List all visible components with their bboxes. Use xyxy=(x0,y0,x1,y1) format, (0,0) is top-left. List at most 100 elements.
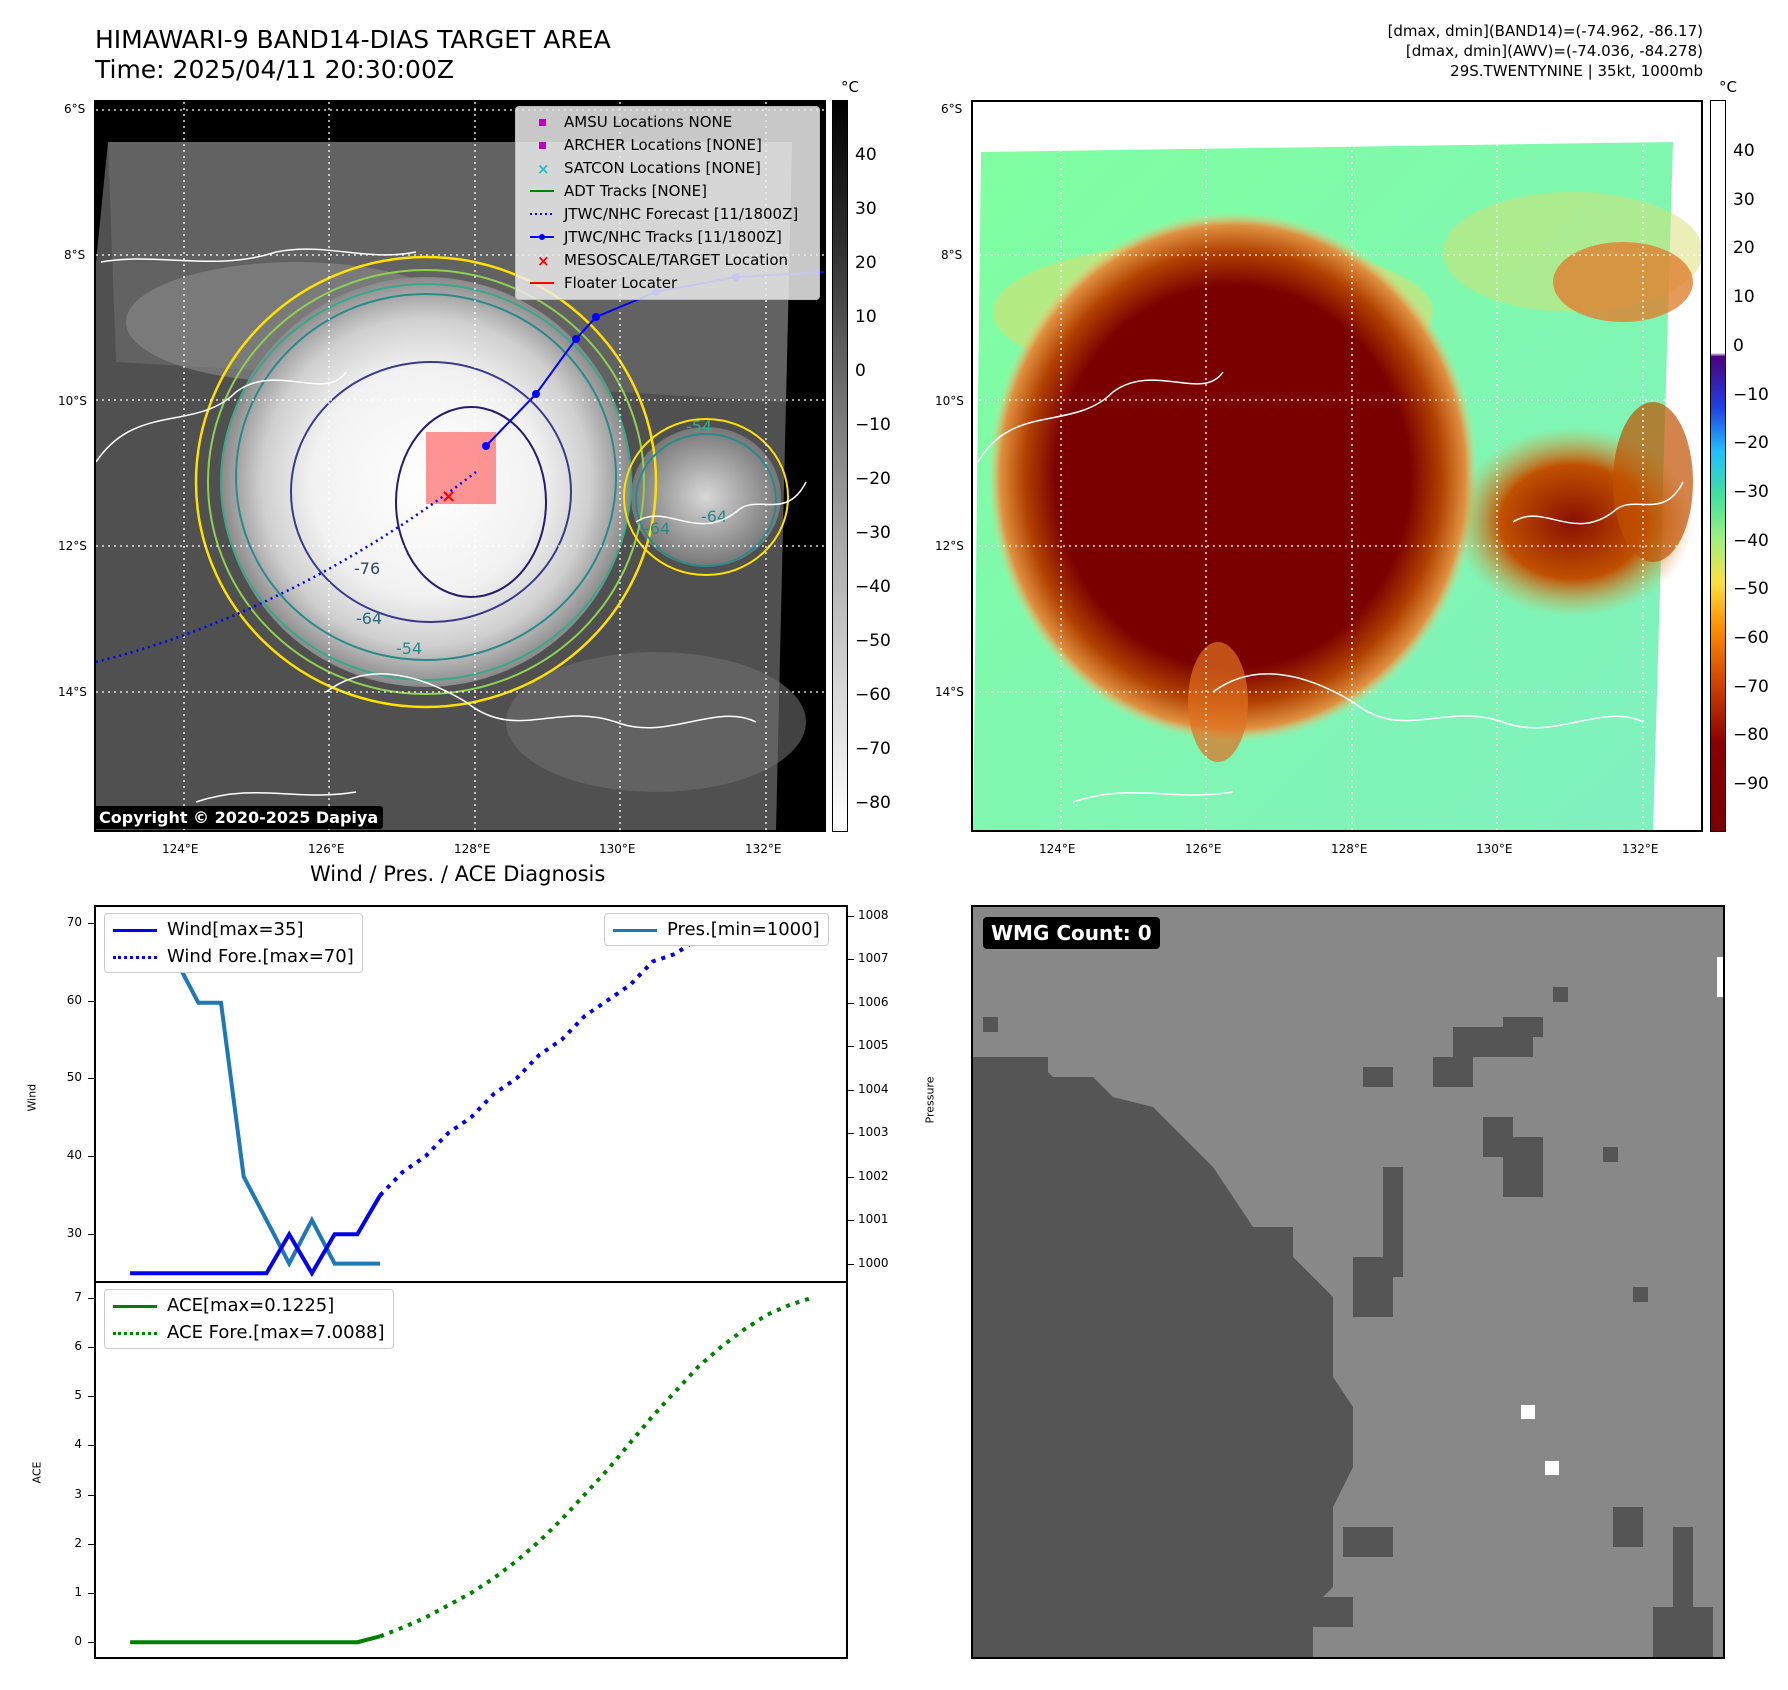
cb-left-tick: −40 xyxy=(855,577,891,597)
cb-right-tick: −80 xyxy=(1733,725,1769,746)
lat-label: 6°S xyxy=(941,102,963,116)
lat-label: 8°S xyxy=(64,248,86,262)
ace-tick-label: 5 xyxy=(74,1388,82,1403)
wind-tick-label: 60 xyxy=(66,992,82,1007)
lat-label: 12°S xyxy=(935,539,964,553)
lon-label: 126°E xyxy=(1185,842,1222,856)
svg-text:-64: -64 xyxy=(644,519,670,538)
ace-tick-label: 7 xyxy=(74,1289,82,1304)
lat-label: 14°S xyxy=(935,685,964,699)
cb-right-tick: −30 xyxy=(1733,481,1769,502)
ace-tick-label: 4 xyxy=(74,1437,82,1452)
wind-tick-label: 70 xyxy=(66,914,82,929)
forecast-track xyxy=(96,471,477,664)
svg-text:×: × xyxy=(537,160,550,178)
figure-title: HIMAWARI-9 BAND14-DIAS TARGET AREA xyxy=(95,25,611,54)
legend-wind-forecast: Wind Fore.[max=70] xyxy=(105,943,362,970)
pressure-legend: Pres.[min=1000] xyxy=(604,913,829,946)
cb-left-tick: 40 xyxy=(855,145,877,165)
figure-time: Time: 2025/04/11 20:30:00Z xyxy=(95,55,454,84)
colorbar-unit-left: °C xyxy=(841,78,859,96)
svg-text:-64: -64 xyxy=(356,609,382,628)
pressure-tick-mark xyxy=(848,1133,854,1135)
pressure-tick-mark xyxy=(848,1002,854,1004)
pressure-tick-mark xyxy=(848,1263,854,1265)
band14-map: -76 -64 -54 -64 -64 -54 xyxy=(94,100,826,832)
cb-right-tick: 10 xyxy=(1733,287,1755,308)
lat-label: 8°S xyxy=(941,248,963,262)
lon-label: 130°E xyxy=(599,842,636,856)
ace-line xyxy=(130,1634,381,1645)
cb-left-tick: −80 xyxy=(855,793,891,813)
ace-tick-label: 0 xyxy=(74,1634,82,1649)
ace-svg xyxy=(130,1295,813,1645)
ace-tick-mark xyxy=(88,1543,94,1545)
cb-left-tick: 0 xyxy=(855,361,866,381)
cb-right-tick: 20 xyxy=(1733,238,1755,259)
pressure-tick-label: 1005 xyxy=(858,1038,889,1053)
ace-tick-mark xyxy=(88,1593,94,1595)
lon-label: 124°E xyxy=(162,842,199,856)
svg-text:-54: -54 xyxy=(396,639,422,658)
cb-right-tick: −90 xyxy=(1733,774,1769,795)
lat-label: 10°S xyxy=(935,394,964,408)
svg-text:-76: -76 xyxy=(354,559,380,578)
secondary-cloud xyxy=(631,427,781,567)
cb-right-tick: −70 xyxy=(1733,676,1769,697)
colorbar-awv xyxy=(1710,100,1726,832)
wind-tick-label: 50 xyxy=(66,1070,82,1085)
wind-line xyxy=(130,1194,382,1278)
cb-right-tick: 30 xyxy=(1733,189,1755,210)
ace-plot xyxy=(94,1281,848,1659)
cb-left-tick: −20 xyxy=(855,469,891,489)
lat-label: 14°S xyxy=(58,685,87,699)
legend-tracks: JTWC/NHC Tracks [11/1800Z] xyxy=(516,226,819,249)
lon-label: 126°E xyxy=(308,842,345,856)
legend-label: ARCHER Locations [NONE] xyxy=(564,136,762,154)
wind-tick-mark xyxy=(88,1156,94,1158)
pressure-tick-mark xyxy=(848,1046,854,1048)
wind-tick-mark xyxy=(88,1078,94,1080)
pressure-tick-label: 1006 xyxy=(858,994,889,1009)
lat-label: 6°S xyxy=(64,102,86,116)
legend-archer: ARCHER Locations [NONE] xyxy=(516,134,819,157)
wind-tick-mark xyxy=(88,1234,94,1236)
pressure-tick-label: 1000 xyxy=(858,1255,889,1270)
cb-left-tick: −70 xyxy=(855,739,891,759)
info-band14: [dmax, dmin](BAND14)=(-74.962, -86.17) xyxy=(1387,22,1703,40)
legend-adt: ADT Tracks [NONE] xyxy=(516,180,819,203)
cb-right-tick: −20 xyxy=(1733,433,1769,454)
cb-left-tick: −30 xyxy=(855,523,891,543)
awv-map-svg xyxy=(973,102,1701,830)
copyright-badge: Copyright © 2020-2025 Dapiya xyxy=(94,806,384,829)
lon-label: 128°E xyxy=(1331,842,1368,856)
pressure-tick-label: 1002 xyxy=(858,1168,889,1183)
target-marker: × xyxy=(441,486,456,507)
legend-label: Floater Locater xyxy=(564,274,678,292)
wind-tick-mark xyxy=(88,1000,94,1002)
legend-label: ACE Fore.[max=7.0088] xyxy=(167,1322,385,1343)
pressure-tick-mark xyxy=(848,959,854,961)
legend-label: ACE[max=0.1225] xyxy=(167,1295,335,1316)
band14-map-svg: -76 -64 -54 -64 -64 -54 xyxy=(96,102,824,830)
legend-amsu: AMSU Locations NONE xyxy=(516,111,819,134)
ace-tick-label: 1 xyxy=(74,1585,82,1600)
pressure-tick-label: 1008 xyxy=(858,907,889,922)
cb-right-tick: 0 xyxy=(1733,335,1744,356)
svg-text:-54: -54 xyxy=(686,417,712,436)
cb-right-tick: −40 xyxy=(1733,530,1769,551)
wind-legend: Wind[max=35] Wind Fore.[max=70] xyxy=(104,913,363,973)
legend-pressure: Pres.[min=1000] xyxy=(605,916,828,943)
colorbar-unit-right: °C xyxy=(1719,78,1737,96)
wind-tick-label: 30 xyxy=(66,1226,82,1241)
legend-label: ADT Tracks [NONE] xyxy=(564,182,708,200)
wmg-dark-region xyxy=(973,1057,1353,1657)
pressure-tick-mark xyxy=(848,1176,854,1178)
diagnosis-title: Wind / Pres. / ACE Diagnosis xyxy=(310,862,606,886)
lon-label: 128°E xyxy=(454,842,491,856)
ace-tick-mark xyxy=(88,1346,94,1348)
ace-legend: ACE[max=0.1225] ACE Fore.[max=7.0088] xyxy=(104,1289,394,1349)
info-storm: 29S.TWENTYNINE | 35kt, 1000mb xyxy=(1450,62,1703,80)
ace-ylabel: ACE xyxy=(30,1461,44,1484)
ace-tick-mark xyxy=(88,1396,94,1398)
